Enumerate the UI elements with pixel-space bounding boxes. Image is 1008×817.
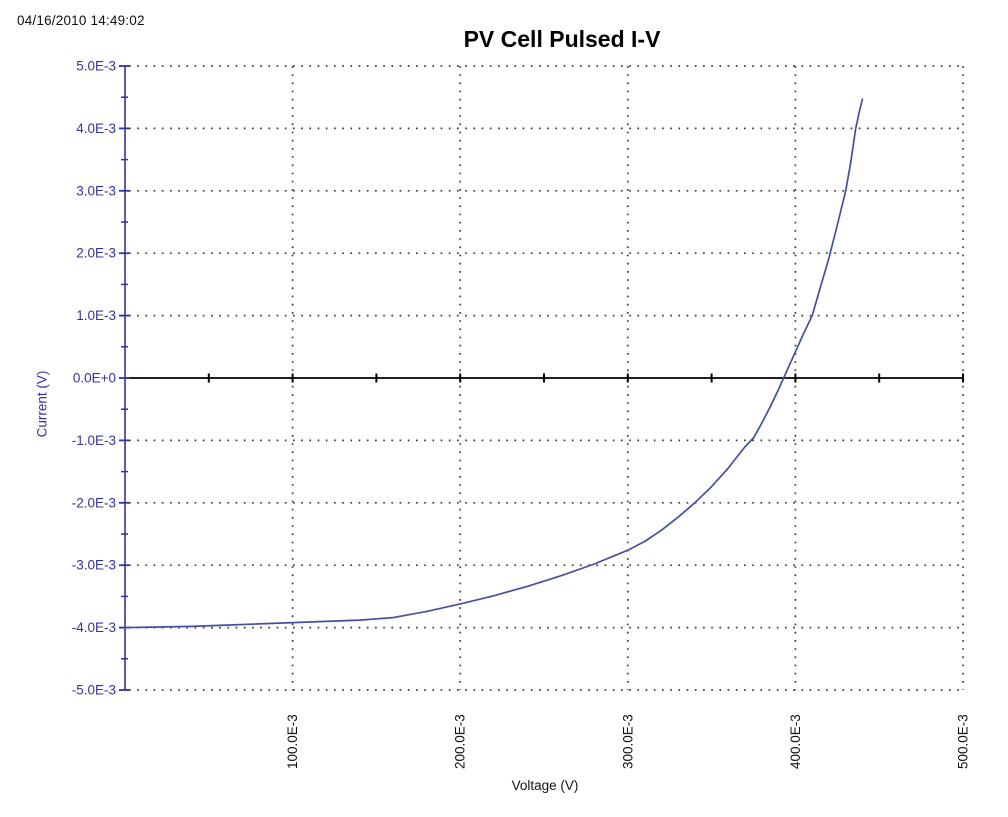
y-tick-label: -3.0E-3: [72, 558, 116, 573]
chart-title: PV Cell Pulsed I-V: [463, 26, 661, 52]
iv-curve: [124, 98, 864, 629]
x-tick-label: 200.0E-3: [453, 714, 468, 769]
x-axis-title: Voltage (V): [511, 778, 579, 793]
y-tick-label: 3.0E-3: [76, 183, 116, 198]
y-tick-label: 0.0E+0: [73, 371, 116, 386]
x-tick-label: 400.0E-3: [788, 714, 803, 769]
x-tick-label: 100.0E-3: [285, 714, 300, 769]
y-tick-label: 5.0E-3: [76, 59, 116, 74]
y-tick-label: 4.0E-3: [76, 121, 116, 136]
y-tick-label: -4.0E-3: [72, 620, 116, 635]
y-tick-label: 1.0E-3: [76, 308, 116, 323]
y-tick-label: -1.0E-3: [72, 433, 116, 448]
y-tick-label: -5.0E-3: [72, 683, 116, 698]
x-tick-label: 300.0E-3: [620, 714, 635, 769]
y-tick-label: -2.0E-3: [72, 495, 116, 510]
timestamp: 04/16/2010 14:49:02: [17, 13, 145, 28]
x-tick-label: 500.0E-3: [956, 714, 971, 769]
y-tick-label: 2.0E-3: [76, 246, 116, 261]
